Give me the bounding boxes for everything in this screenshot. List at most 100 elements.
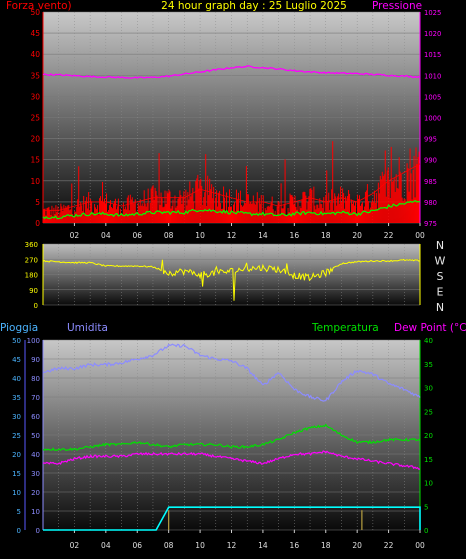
y-tick-label: 25 xyxy=(30,114,40,123)
y-tick-label: 40 xyxy=(31,451,40,459)
y-tick-label: 40 xyxy=(424,337,433,345)
x-tick-label: 20 xyxy=(352,231,362,240)
y-tick-label: 0 xyxy=(36,527,40,535)
dewpoint-label: Dew Point (°C) xyxy=(394,322,466,334)
direction-y-ticks: 0 90 180 270 360 xyxy=(25,241,38,310)
pressure-y-ticks: 975 980 985 990 995 1000 1005 1010 1015 1020 1025 xyxy=(424,9,441,228)
y-tick-label: 60 xyxy=(31,413,40,421)
y-tick-label: 5 xyxy=(35,198,40,207)
x-tick-label: 18 xyxy=(321,541,331,550)
y-tick-label: 5 xyxy=(424,503,428,511)
bottom-x-ticks: 02 04 06 08 10 12 14 16 18 20 22 00 xyxy=(70,530,425,550)
y-tick-label: 35 xyxy=(30,71,40,80)
y-tick-label: 70 xyxy=(31,394,40,402)
x-tick-label: 22 xyxy=(384,231,394,240)
compass-label: W xyxy=(435,255,446,268)
x-tick-label: 02 xyxy=(70,541,80,550)
y-tick-label: 80 xyxy=(31,375,40,383)
y-tick-label: 25 xyxy=(12,432,21,440)
y-tick-label: 0 xyxy=(17,527,21,535)
y-tick-label: 10 xyxy=(12,489,21,497)
x-tick-label: 16 xyxy=(290,231,300,240)
x-tick-label: 04 xyxy=(101,231,111,240)
rain-label: Pioggia xyxy=(0,322,38,334)
wind-x-ticks: 02 04 06 08 10 12 14 16 18 20 22 00 xyxy=(70,223,425,240)
temperature-y-ticks: 0 5 10 15 20 25 30 35 40 xyxy=(424,337,433,535)
y-tick-label: 1015 xyxy=(424,51,441,59)
series-temperature xyxy=(42,423,421,452)
x-tick-label: 06 xyxy=(132,541,142,550)
x-tick-label: 14 xyxy=(258,231,268,240)
y-tick-label: 100 xyxy=(27,337,40,345)
y-tick-label: 180 xyxy=(25,272,38,280)
y-tick-label: 20 xyxy=(31,489,40,497)
y-tick-label: 20 xyxy=(12,451,21,459)
y-tick-label: 985 xyxy=(424,178,437,186)
temperature-label: Temperatura xyxy=(311,322,379,334)
direction-grid xyxy=(43,243,420,306)
compass-label: N xyxy=(436,301,444,314)
y-tick-label: 0 xyxy=(424,527,428,535)
x-tick-label: 02 xyxy=(70,231,80,240)
x-tick-label: 12 xyxy=(227,231,237,240)
y-tick-label: 45 xyxy=(12,356,21,364)
rain-y-ticks: 0 5 10 15 20 25 30 35 40 45 50 xyxy=(12,337,21,535)
pressure-axis-title: Pressione xyxy=(372,0,422,12)
x-tick-label: 06 xyxy=(132,231,142,240)
y-tick-label: 980 xyxy=(424,199,437,207)
x-tick-label: 04 xyxy=(101,541,111,550)
x-tick-label: 18 xyxy=(321,231,331,240)
y-tick-label: 90 xyxy=(29,287,38,295)
x-tick-label: 10 xyxy=(195,541,205,550)
series-wind-average xyxy=(42,199,421,220)
y-tick-label: 15 xyxy=(30,156,40,165)
x-tick-label: 08 xyxy=(164,231,174,240)
humidity-label: Umidita xyxy=(67,322,108,334)
wind-axis-title: Forza vento) xyxy=(6,0,72,12)
y-tick-label: 15 xyxy=(12,470,21,478)
y-tick-label: 25 xyxy=(424,408,433,416)
y-tick-label: 1005 xyxy=(424,93,441,101)
y-tick-label: 40 xyxy=(12,375,21,383)
x-tick-label: 00 xyxy=(415,231,425,240)
y-tick-label: 995 xyxy=(424,136,437,144)
y-tick-label: 90 xyxy=(31,356,40,364)
y-tick-label: 1000 xyxy=(424,115,441,123)
y-tick-label: 40 xyxy=(30,50,40,59)
series-wind xyxy=(43,163,421,211)
y-tick-label: 50 xyxy=(31,432,40,440)
series-direction xyxy=(42,258,421,301)
y-tick-label: 990 xyxy=(424,157,437,165)
bottom-series xyxy=(42,343,421,531)
y-tick-label: 1010 xyxy=(424,72,441,80)
x-tick-label: 14 xyxy=(258,541,268,550)
compass-label: N xyxy=(436,239,444,252)
y-tick-label: 10 xyxy=(31,508,40,516)
y-tick-label: 15 xyxy=(424,456,433,464)
chart-title: 24 hour graph day : 25 Luglio 2025 xyxy=(161,0,347,12)
x-tick-label: 10 xyxy=(195,231,205,240)
wind-y-ticks: 0 5 10 15 20 25 30 35 40 45 50 xyxy=(30,8,40,228)
y-tick-label: 30 xyxy=(30,92,40,101)
y-tick-label: 0 xyxy=(34,302,38,310)
series-dewpoint xyxy=(42,450,420,470)
x-tick-label: 00 xyxy=(415,541,425,550)
series-pressure xyxy=(42,65,421,79)
x-tick-label: 20 xyxy=(352,541,362,550)
y-tick-label: 270 xyxy=(25,256,38,264)
series-humidity xyxy=(42,343,421,402)
wind-series xyxy=(42,65,421,223)
x-tick-label: 16 xyxy=(290,541,300,550)
y-tick-label: 0 xyxy=(35,219,40,228)
y-tick-label: 1020 xyxy=(424,30,441,38)
x-tick-label: 22 xyxy=(384,541,394,550)
series-rain xyxy=(43,506,421,531)
wind-grid xyxy=(43,11,420,224)
y-tick-label: 30 xyxy=(12,413,21,421)
compass-label: S xyxy=(437,270,444,283)
y-tick-label: 360 xyxy=(25,241,38,249)
y-tick-label: 35 xyxy=(424,361,433,369)
compass-label: E xyxy=(437,286,444,299)
